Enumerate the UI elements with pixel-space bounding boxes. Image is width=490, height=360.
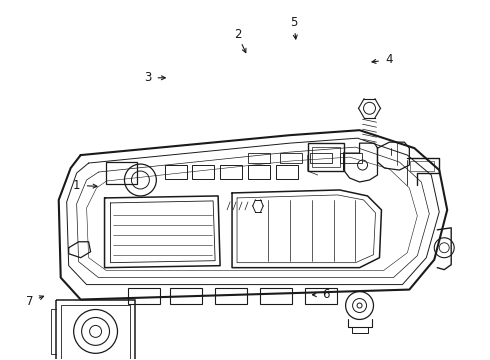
Text: 6: 6 — [322, 288, 329, 301]
Bar — [105, 162, 137, 184]
Text: 7: 7 — [25, 296, 33, 309]
Bar — [276, 165, 298, 179]
Bar — [128, 288, 160, 303]
Bar — [308, 143, 343, 171]
Text: 1: 1 — [73, 179, 80, 192]
Bar — [171, 288, 202, 303]
Bar — [192, 165, 214, 179]
Bar — [248, 153, 270, 163]
Bar — [220, 165, 242, 179]
Text: 4: 4 — [385, 53, 393, 66]
Bar — [312, 147, 340, 167]
Bar — [310, 153, 332, 163]
Bar — [165, 165, 187, 179]
Text: 2: 2 — [234, 28, 242, 41]
Bar — [410, 161, 434, 171]
Bar — [215, 288, 247, 303]
Text: 5: 5 — [290, 17, 297, 30]
Bar — [248, 165, 270, 179]
Text: 3: 3 — [144, 71, 151, 84]
Bar — [260, 288, 292, 303]
Bar — [56, 300, 135, 360]
Bar — [280, 153, 302, 163]
Bar — [340, 153, 362, 163]
Bar — [61, 305, 130, 359]
Bar — [305, 288, 337, 303]
